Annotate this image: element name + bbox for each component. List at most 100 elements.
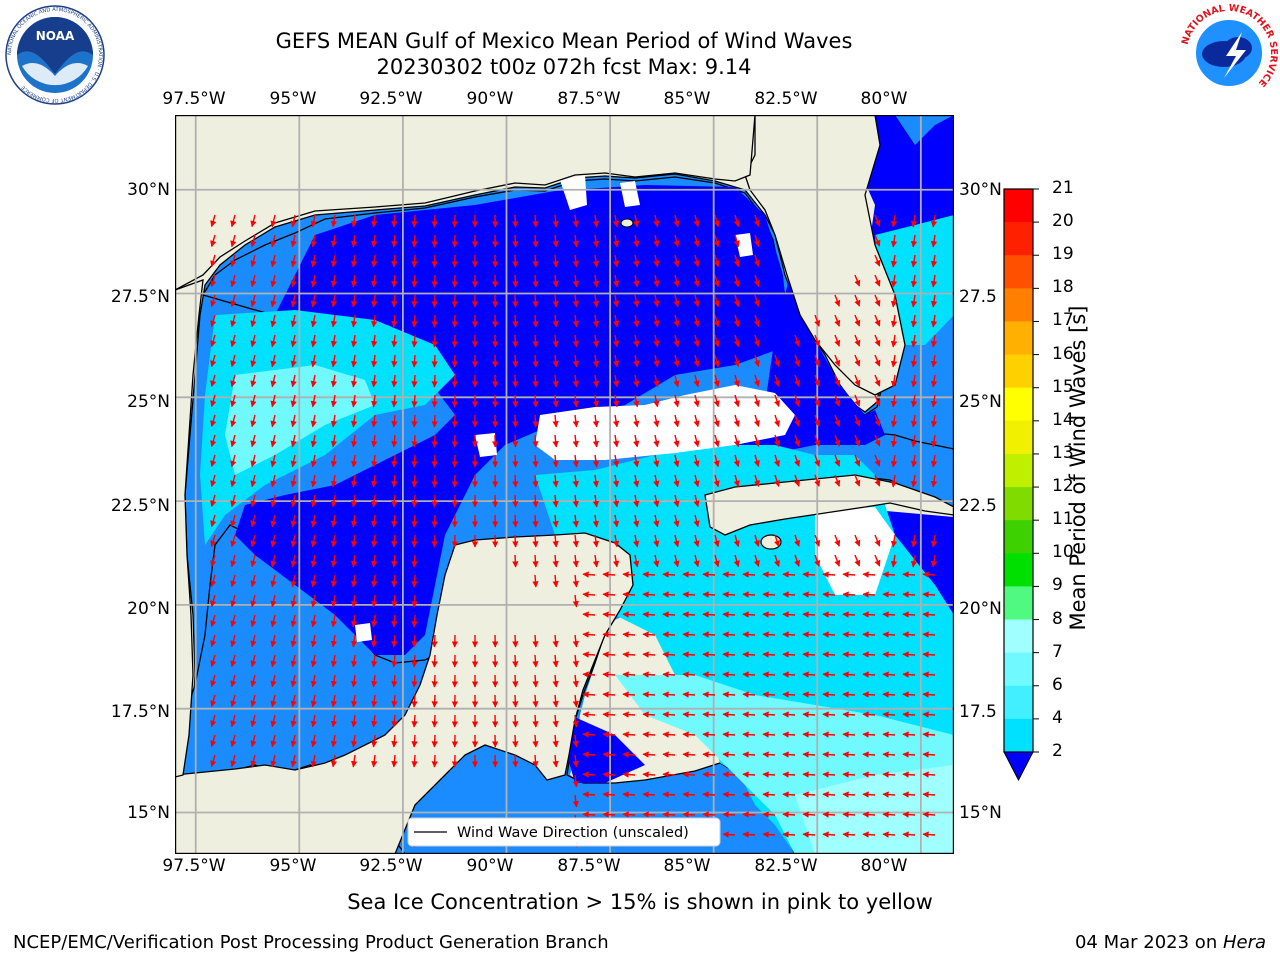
wave-direction-arrow xyxy=(602,571,616,578)
wave-direction-arrow xyxy=(874,374,881,387)
wave-direction-arrow xyxy=(662,691,676,698)
wave-direction-arrow xyxy=(642,751,656,758)
wave-direction-arrow xyxy=(532,254,539,268)
wave-direction-arrow xyxy=(814,434,821,447)
x-tick-bottom: 82.5°W xyxy=(754,856,818,876)
wave-direction-arrow xyxy=(602,711,616,718)
wave-direction-arrow xyxy=(270,274,277,288)
wave-direction-arrow xyxy=(350,734,358,748)
wave-direction-arrow xyxy=(682,771,696,778)
gulf-map: Wind Wave Direction (unscaled) xyxy=(175,115,954,854)
chart-subtitle: 20230302 t00z 072h fcst Max: 9.14 xyxy=(376,55,752,79)
wave-direction-arrow xyxy=(653,314,660,328)
wave-direction-arrow xyxy=(834,354,841,367)
wave-direction-arrow xyxy=(512,654,519,668)
wave-direction-arrow xyxy=(854,474,861,487)
wave-direction-arrow xyxy=(350,654,358,668)
wave-direction-arrow xyxy=(250,634,257,648)
colorbar-bin xyxy=(1004,619,1033,654)
wave-direction-arrow xyxy=(612,354,620,368)
wave-direction-arrow xyxy=(854,294,861,307)
wave-direction-arrow xyxy=(270,214,277,228)
wave-direction-arrow xyxy=(862,671,876,678)
wave-direction-arrow xyxy=(270,714,277,728)
wave-direction-arrow xyxy=(722,611,736,618)
wave-direction-arrow xyxy=(842,731,856,738)
wave-direction-arrow xyxy=(713,214,720,228)
wave-direction-arrow xyxy=(713,474,720,488)
wave-direction-arrow xyxy=(270,494,277,508)
wave-direction-arrow xyxy=(890,434,898,448)
wave-direction-arrow xyxy=(902,591,916,598)
wave-direction-arrow xyxy=(682,731,696,738)
wave-direction-arrow xyxy=(290,514,297,528)
wave-direction-arrow xyxy=(642,611,656,618)
wave-direction-arrow xyxy=(210,314,217,328)
wave-direction-arrow xyxy=(910,294,918,308)
wave-direction-arrow xyxy=(592,294,600,308)
wave-direction-arrow xyxy=(602,671,616,678)
wave-direction-arrow xyxy=(753,334,760,348)
wave-direction-arrow xyxy=(391,394,398,408)
wave-direction-arrow xyxy=(874,214,881,227)
wave-direction-arrow xyxy=(210,754,217,768)
wave-direction-arrow xyxy=(210,674,217,688)
wave-direction-arrow xyxy=(310,254,317,268)
wave-direction-arrow xyxy=(682,671,696,678)
wave-direction-arrow xyxy=(794,414,801,427)
wave-direction-arrow xyxy=(902,571,916,578)
wave-direction-arrow xyxy=(693,374,700,388)
wave-direction-arrow xyxy=(411,494,418,508)
wave-direction-arrow xyxy=(862,731,876,738)
wave-direction-arrow xyxy=(762,711,776,718)
x-tick-top: 97.5°W xyxy=(162,89,226,109)
y-tick-left: 15°N xyxy=(127,803,170,823)
wave-direction-arrow xyxy=(230,754,237,768)
wave-direction-arrow xyxy=(653,474,660,488)
wave-direction-arrow xyxy=(431,474,438,488)
wave-direction-arrow xyxy=(431,674,438,688)
wave-direction-arrow xyxy=(822,731,836,738)
wave-direction-arrow xyxy=(602,591,616,598)
wave-direction-arrow xyxy=(930,314,938,328)
wave-direction-arrow xyxy=(330,374,338,388)
wave-direction-arrow xyxy=(552,314,559,328)
wave-direction-arrow xyxy=(662,771,676,778)
period-2-4 xyxy=(895,115,954,145)
wave-direction-arrow xyxy=(371,414,378,428)
wave-direction-arrow xyxy=(693,474,700,488)
wave-direction-arrow xyxy=(612,234,620,248)
colorbar-tick-label: 2 xyxy=(1052,741,1063,761)
wave-direction-arrow xyxy=(782,631,796,638)
wave-direction-arrow xyxy=(814,374,821,387)
wave-direction-arrow xyxy=(882,811,896,818)
wave-direction-arrow xyxy=(802,711,816,718)
wave-direction-arrow xyxy=(814,314,821,327)
wave-direction-arrow xyxy=(774,434,780,447)
wave-direction-arrow xyxy=(270,454,277,468)
wave-direction-arrow xyxy=(673,514,680,528)
wave-direction-arrow xyxy=(842,771,856,778)
wave-direction-arrow xyxy=(532,634,539,648)
wave-direction-arrow xyxy=(742,771,756,778)
wave-direction-arrow xyxy=(702,751,716,758)
wave-direction-arrow xyxy=(814,414,821,427)
wave-direction-arrow xyxy=(512,474,519,488)
wave-direction-arrow xyxy=(572,354,579,368)
wave-direction-arrow xyxy=(862,711,876,718)
wave-direction-arrow xyxy=(910,334,918,348)
wave-direction-arrow xyxy=(874,294,881,307)
wave-direction-arrow xyxy=(822,671,836,678)
land-yucatan xyxy=(175,532,634,854)
wave-direction-arrow xyxy=(532,294,539,308)
wave-direction-arrow xyxy=(532,654,539,668)
wave-direction-arrow xyxy=(350,594,358,608)
wave-direction-arrow xyxy=(572,394,579,408)
colorbar-tick-label: 4 xyxy=(1052,707,1063,728)
wave-direction-arrow xyxy=(713,534,720,548)
wave-direction-arrow xyxy=(572,414,579,428)
wave-direction-arrow xyxy=(391,474,398,488)
wave-direction-arrow xyxy=(693,534,700,548)
wave-direction-arrow xyxy=(834,434,841,447)
wave-direction-arrow xyxy=(890,234,898,248)
